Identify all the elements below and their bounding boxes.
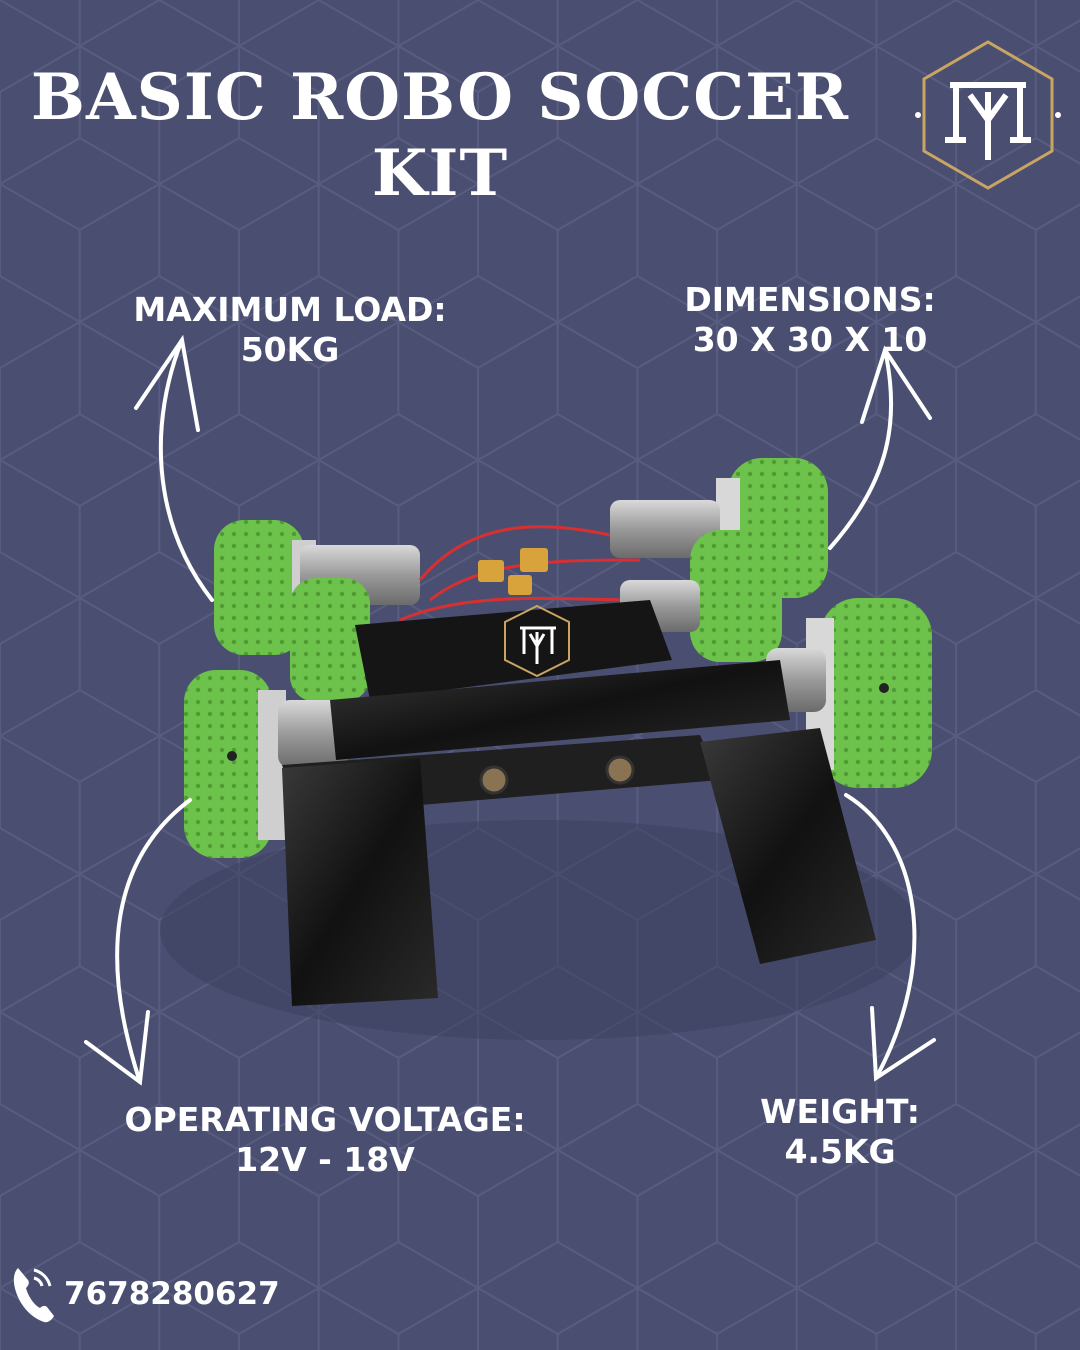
spec-weight: WEIGHT: 4.5KG [740, 1092, 940, 1172]
motor-back-right [610, 500, 720, 558]
wheel-middle-left [290, 578, 370, 702]
spec-max-load: MAXIMUM LOAD: 50KG [120, 290, 460, 370]
spec-voltage-label: OPERATING VOLTAGE: [124, 1100, 526, 1139]
spec-dimensions-label: DIMENSIONS: [684, 280, 936, 319]
spec-weight-label: WEIGHT: [760, 1092, 920, 1131]
wheel-front-left [184, 670, 272, 858]
wheel-middle-right [690, 530, 782, 662]
arrow-voltage [84, 798, 192, 1086]
spec-operating-voltage: OPERATING VOLTAGE: 12V - 18V [120, 1100, 530, 1180]
title-line-2: KIT [371, 136, 509, 211]
spec-dimensions: DIMENSIONS: 30 X 30 X 10 [660, 280, 960, 360]
arrow-dimensions [828, 345, 932, 550]
spec-weight-value: 4.5KG [784, 1132, 896, 1171]
phone-number[interactable]: 7678280627 [64, 1276, 280, 1312]
connectors [478, 548, 548, 595]
arrow-weight [844, 793, 936, 1082]
arrow-max-load [134, 334, 214, 602]
page-title: BASIC ROBO SOCCER KIT [20, 60, 860, 212]
kicker-arm-right [700, 728, 876, 964]
wheel-front-right [820, 598, 932, 788]
spec-max-load-label: MAXIMUM LOAD: [133, 290, 447, 329]
battery-pack [355, 600, 672, 700]
chassis-bar [330, 660, 790, 760]
spec-max-load-value: 50KG [240, 330, 340, 369]
spec-voltage-value: 12V - 18V [235, 1140, 415, 1179]
spec-dimensions-value: 30 X 30 X 10 [692, 320, 928, 359]
title-line-1: BASIC ROBO SOCCER [30, 60, 850, 135]
contact-phone[interactable]: 7678280627 [10, 1262, 280, 1326]
phone-icon [13, 1268, 54, 1323]
kicker-arm-left [282, 758, 438, 1006]
